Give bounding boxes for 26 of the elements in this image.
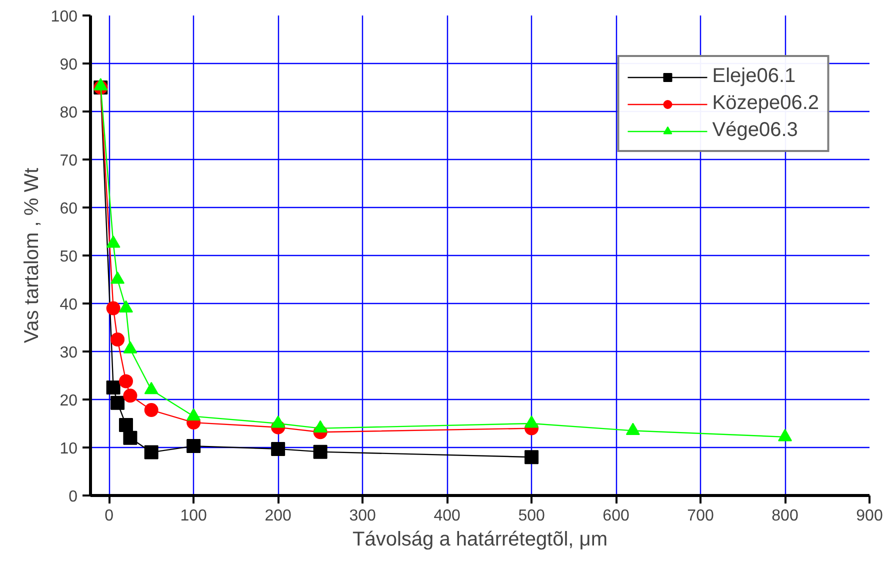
x-tick-label: 400 — [434, 508, 460, 524]
y-tick-label: 100 — [50, 8, 78, 26]
legend-label: Eleje06.1 — [712, 65, 796, 88]
y-tick-label: 90 — [60, 56, 78, 74]
y-tick-label: 40 — [60, 296, 78, 314]
x-tick-label: 0 — [104, 508, 114, 524]
x-tick-label: 200 — [264, 508, 292, 524]
y-axis-title: Vas tartalom , % Wt — [20, 167, 43, 344]
y-tick-label: 20 — [60, 392, 78, 410]
y-tick-label: 30 — [60, 344, 78, 362]
x-tick-label: 700 — [687, 508, 714, 524]
legend-label: Közepe06.2 — [712, 92, 819, 115]
x-axis-title: Távolság a határrétegtõl, μm — [352, 528, 608, 550]
y-tick-label: 60 — [60, 200, 78, 218]
y-tick-label: 80 — [60, 104, 78, 122]
x-tick-label: 100 — [180, 508, 208, 524]
x-tick-label: 800 — [772, 508, 798, 524]
y-tick-label: 50 — [60, 248, 78, 266]
y-tick-label: 10 — [60, 440, 78, 458]
y-tick-label: 0 — [68, 488, 78, 506]
y-tick-label: 70 — [60, 152, 78, 170]
x-tick-label: 300 — [349, 508, 376, 524]
x-tick-label: 900 — [856, 508, 883, 524]
x-tick-label: 500 — [518, 508, 545, 524]
x-tick-label: 600 — [602, 508, 630, 524]
legend-label: Vége06.3 — [712, 119, 798, 142]
